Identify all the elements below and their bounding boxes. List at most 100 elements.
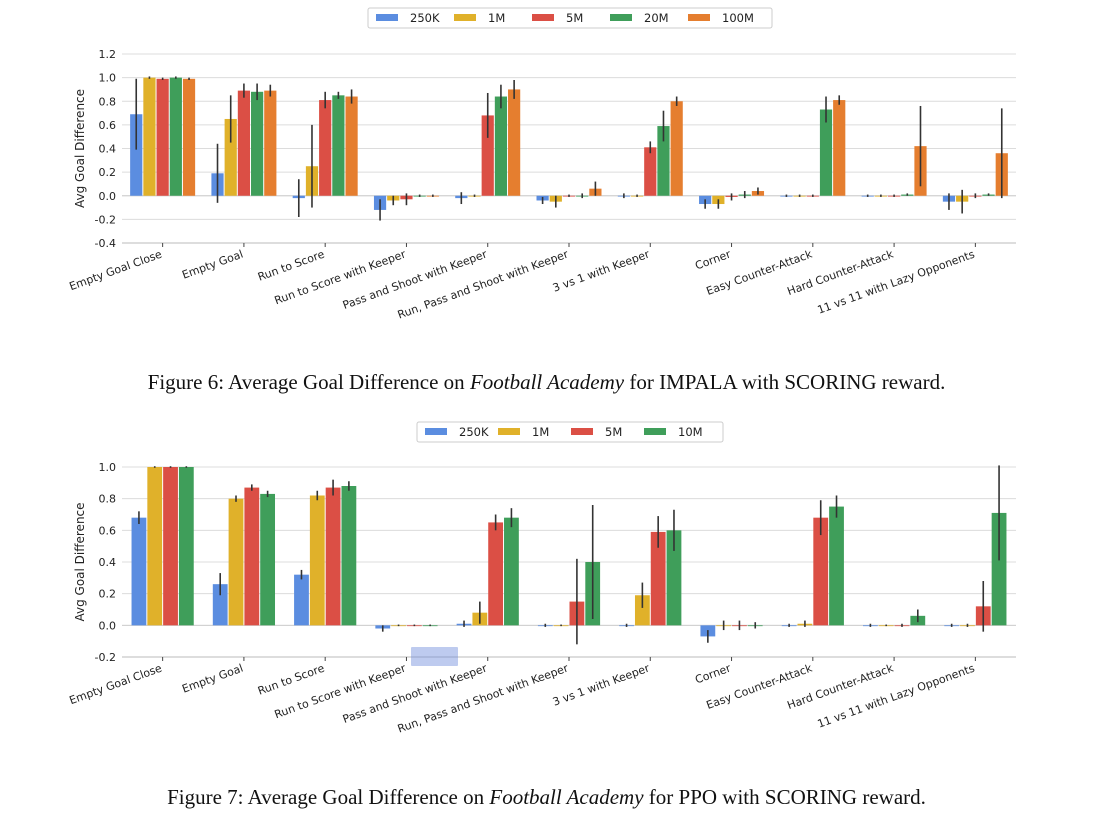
bar	[325, 487, 341, 626]
bar	[131, 517, 147, 626]
caption-figure-7: Figure 7: Average Goal Difference on Foo…	[0, 785, 1093, 810]
x-tick-label: Run to Score with Keeper	[273, 247, 408, 307]
bar	[178, 467, 194, 626]
x-tick-label: 11 vs 11 with Lazy Opponents	[816, 248, 977, 317]
caption-7-text-c: reward.	[857, 785, 926, 809]
legend-swatch	[571, 428, 593, 435]
legend-label: 100M	[722, 11, 754, 25]
legend-label: 5M	[566, 11, 583, 25]
bar	[634, 595, 650, 626]
legend-label: 1M	[488, 11, 505, 25]
bar	[244, 487, 260, 626]
caption-6-text-b: for IMPALA with S	[624, 370, 797, 394]
legend-label: 20M	[644, 11, 669, 25]
bar	[228, 498, 244, 626]
bar	[650, 531, 666, 626]
bar	[264, 90, 277, 196]
legend-label: 250K	[410, 11, 440, 25]
y-tick-label: 0.4	[99, 143, 117, 156]
y-tick-label: -0.2	[95, 213, 116, 226]
x-tick-label: 11 vs 11 with Lazy Opponents	[816, 662, 977, 731]
y-tick-label: 1.2	[99, 48, 117, 61]
bar	[829, 506, 844, 626]
bar	[260, 493, 276, 626]
bar	[504, 517, 519, 626]
bar	[345, 96, 358, 196]
x-tick-label: Empty Goal	[180, 662, 245, 696]
y-tick-label: 1.0	[99, 72, 117, 85]
bar	[508, 89, 521, 196]
bar	[813, 517, 829, 626]
x-tick-label: Run to Score with Keeper	[273, 661, 408, 721]
caption-6-text-c: reward.	[876, 370, 946, 394]
bar	[212, 584, 228, 626]
y-tick-label: 0.2	[99, 588, 117, 601]
selection-highlight[interactable]	[411, 647, 458, 666]
bar	[182, 78, 196, 196]
legend-label: 10M	[678, 425, 703, 439]
caption-6-emphasis: Football Academy	[469, 370, 625, 394]
bar	[294, 574, 309, 626]
legend-swatch	[532, 14, 554, 21]
bar	[147, 467, 163, 626]
y-tick-label: -0.2	[95, 651, 116, 664]
bar	[251, 91, 264, 196]
legend-swatch	[498, 428, 520, 435]
bar	[341, 486, 357, 626]
y-tick-label: 1.0	[99, 461, 117, 474]
y-tick-label: 0.0	[99, 619, 117, 632]
y-tick-label: 0.6	[99, 119, 117, 132]
legend-swatch	[610, 14, 632, 21]
legend-swatch	[425, 428, 447, 435]
caption-7-text-a: Figure 7: Average Goal Difference on	[167, 785, 490, 809]
bar	[224, 118, 237, 196]
bar	[488, 522, 504, 626]
chart-figure-6: -0.4 -0.2 0.0 0.2 0.4 0.6 0.8 1.0 1.2 Avg Goal Di…	[68, 7, 1016, 322]
caption-7-smallcaps: CORING	[776, 785, 858, 809]
legend: 250K 1M 5M 10M	[416, 421, 724, 443]
x-tick-label: Empty Goal Close	[68, 662, 164, 708]
bar	[819, 109, 833, 196]
caption-6-smallcaps: CORING	[796, 370, 877, 394]
bar	[666, 530, 682, 626]
bar	[156, 78, 169, 196]
legend-label: 5M	[605, 425, 622, 439]
bar	[130, 114, 143, 196]
y-tick-label: 0.0	[99, 190, 117, 203]
y-tick-label: 0.6	[99, 524, 117, 537]
bar	[991, 512, 1007, 626]
x-tick-label: Empty Goal Close	[68, 248, 164, 294]
x-tick-label: Corner	[693, 247, 733, 272]
legend-swatch	[454, 14, 476, 21]
legend-label: 250K	[459, 425, 489, 439]
bar	[644, 147, 657, 196]
bar	[163, 467, 178, 626]
legend-swatch	[376, 14, 398, 21]
legend: 250K 1M 5M 20M 100M	[367, 7, 773, 29]
x-tick-label: Empty Goal	[180, 248, 245, 282]
bar	[494, 96, 508, 196]
y-tick-label: 0.8	[99, 493, 117, 506]
legend-box	[416, 421, 724, 443]
bar	[657, 126, 670, 196]
y-tick-label: 0.4	[99, 556, 117, 569]
bar	[833, 100, 846, 196]
bar	[332, 95, 345, 196]
y-tick-label: -0.4	[95, 237, 116, 250]
bar	[169, 77, 182, 196]
bar	[309, 495, 325, 626]
legend-swatch	[644, 428, 666, 435]
y-axis-label: Avg Goal Difference	[73, 89, 87, 208]
y-tick-label: 0.2	[99, 166, 117, 179]
bar	[237, 90, 251, 196]
caption-6-text-a: Figure 6: Average Goal Difference on	[147, 370, 470, 394]
caption-7-emphasis: Football Academy	[489, 785, 644, 809]
bar	[143, 77, 156, 196]
bar	[481, 115, 494, 196]
chart-figure-7: -0.2 0.0 0.2 0.4 0.6 0.8 1.0 Avg Goal Differenc…	[68, 421, 1016, 736]
y-tick-label: 0.8	[99, 95, 117, 108]
legend-label: 1M	[532, 425, 549, 439]
bar	[670, 101, 683, 196]
legend-box	[367, 7, 773, 29]
